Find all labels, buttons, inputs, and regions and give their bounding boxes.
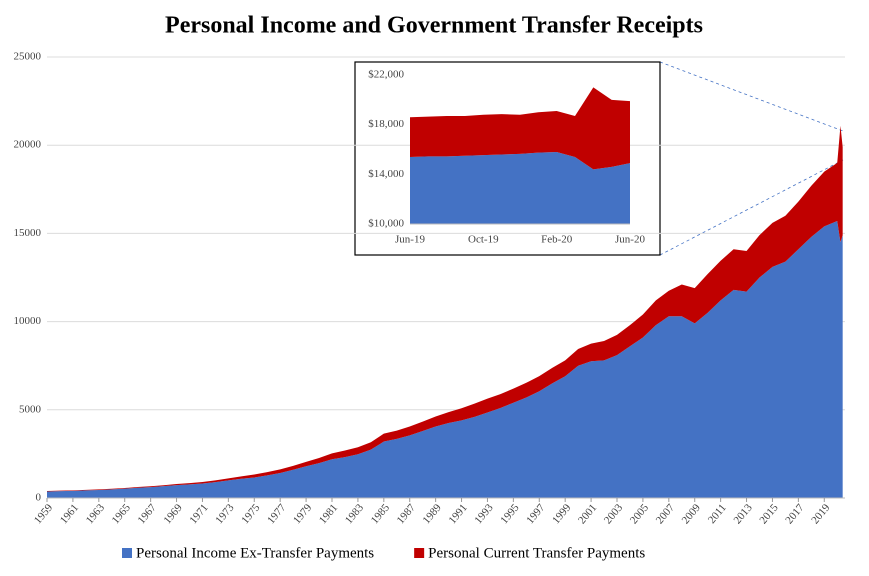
y-tick-label: 20000 (14, 139, 42, 151)
x-tick-label: 1965 (110, 501, 134, 526)
x-tick-label: 1987 (395, 501, 419, 526)
x-tick-label: 1995 (498, 501, 522, 526)
zoom-line (659, 61, 844, 132)
y-tick-label: 25000 (14, 51, 42, 63)
x-tick-label: 2011 (706, 502, 729, 526)
y-tick-label: 15000 (14, 227, 42, 239)
legend-swatch (414, 548, 425, 558)
x-tick-label: 1969 (161, 501, 185, 526)
x-tick-label: 1999 (550, 501, 574, 526)
x-tick-label: 1975 (239, 501, 263, 526)
y-tick-label: 0 (36, 492, 42, 504)
x-tick-label: 2019 (809, 501, 833, 526)
x-tick-label: Jun-19 (395, 234, 425, 246)
y-tick-label: $22,000 (368, 69, 404, 81)
x-tick-label: 1981 (317, 502, 340, 527)
legend-label: Personal Income Ex-Transfer Payments (136, 545, 374, 561)
x-tick-label: 1991 (446, 502, 469, 527)
x-tick-label: Jun-20 (615, 234, 645, 246)
x-tick-label: 2013 (731, 501, 755, 526)
y-tick-label: 5000 (19, 403, 42, 415)
x-tick-label: 1997 (524, 501, 548, 526)
y-tick-label: $14,000 (368, 168, 404, 180)
x-tick-label: 1979 (291, 501, 315, 526)
area (410, 87, 630, 170)
area (47, 221, 843, 498)
x-tick-label: Feb-20 (541, 234, 573, 246)
x-tick-label: 2007 (654, 501, 678, 526)
x-tick-label: 1983 (343, 501, 367, 526)
x-tick-label: 2005 (628, 501, 652, 526)
x-tick-label: 1993 (472, 501, 496, 526)
x-tick-label: 1961 (58, 502, 81, 527)
area (410, 151, 630, 224)
x-tick-label: 1971 (187, 502, 210, 527)
legend-swatch (122, 548, 132, 558)
x-tick-label: 2003 (602, 501, 626, 526)
chart-title: Personal Income and Government Transfer … (165, 13, 703, 39)
x-tick-label: 1989 (421, 501, 445, 526)
area (47, 125, 843, 492)
x-tick-label: Oct-19 (468, 234, 499, 246)
x-tick-label: 1973 (213, 501, 237, 526)
x-tick-label: 2015 (757, 501, 781, 526)
x-tick-label: 1985 (369, 501, 393, 526)
y-tick-label: $18,000 (368, 118, 404, 130)
y-tick-label: 10000 (14, 315, 42, 327)
x-tick-label: 2001 (576, 502, 599, 527)
x-tick-label: 2009 (680, 501, 704, 526)
y-tick-label: $10,000 (368, 218, 404, 230)
legend-label: Personal Current Transfer Payments (428, 545, 645, 561)
x-tick-label: 1967 (136, 501, 160, 526)
x-tick-label: 2017 (783, 501, 807, 526)
x-tick-label: 1959 (32, 501, 56, 526)
x-tick-label: 1963 (84, 501, 108, 526)
zoom-line (659, 159, 844, 256)
x-tick-label: 1977 (265, 501, 289, 526)
